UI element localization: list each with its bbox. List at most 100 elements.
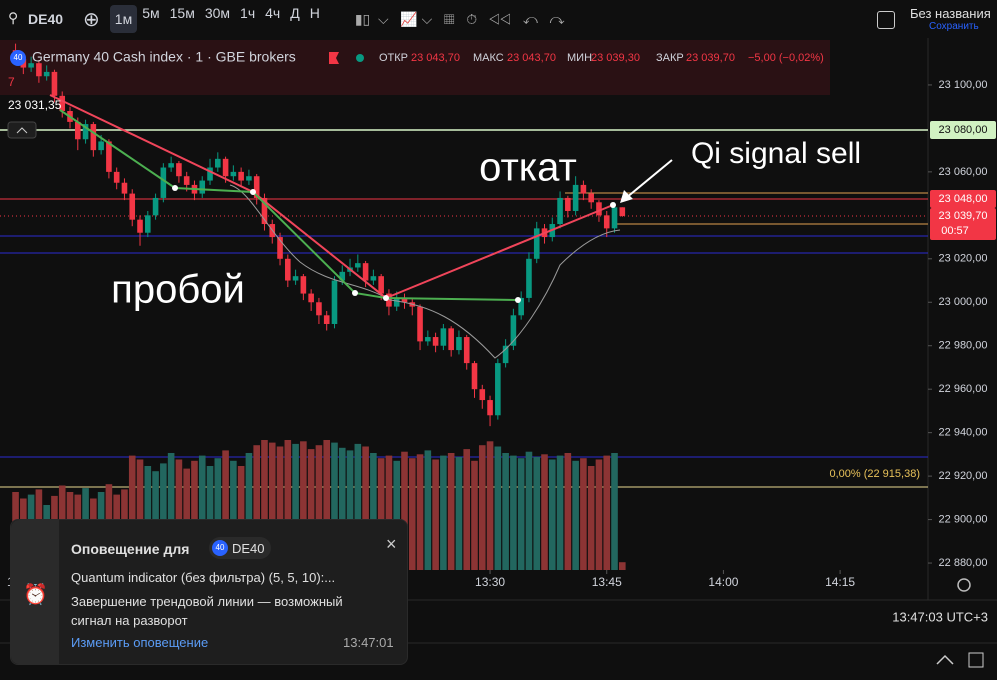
- volume-bar: [618, 562, 626, 570]
- layout-icon[interactable]: [877, 11, 895, 29]
- candle-body: [362, 263, 369, 281]
- timeframes: 1м 5м 15м 30м 1ч 4ч Д Н: [109, 5, 325, 33]
- volume-bar: [214, 458, 222, 570]
- volume-bar: [268, 442, 276, 570]
- candle-body: [557, 197, 563, 225]
- timeframe[interactable]: 1м: [109, 5, 138, 33]
- timeframe[interactable]: 30м: [204, 5, 231, 21]
- clock: 13:47:03 UTC+3: [892, 609, 988, 624]
- volume-bar: [307, 449, 315, 570]
- x-tick-label: 14:15: [825, 575, 855, 589]
- volume-bar: [253, 445, 260, 570]
- candle-body: [440, 328, 447, 346]
- volume-bar: [548, 459, 556, 570]
- close-button[interactable]: ×: [386, 534, 397, 554]
- candle-body: [246, 176, 252, 181]
- timeframe[interactable]: Д: [290, 5, 300, 21]
- volume-bar: [401, 451, 408, 570]
- volume-bar: [300, 441, 307, 570]
- volume-bar: [160, 463, 167, 570]
- market-status: [356, 54, 364, 62]
- search-icon[interactable]: ⚲: [8, 10, 18, 26]
- y-tick-label: 22 920,00: [939, 470, 988, 482]
- ohlc-label: МИН: [567, 52, 592, 64]
- volume-bar: [517, 458, 525, 570]
- candle-body: [603, 215, 610, 229]
- candle-body: [28, 63, 34, 68]
- add-symbol[interactable]: ⊕: [83, 8, 100, 31]
- volume-bar: [471, 460, 478, 570]
- annotation: Qi signal sell: [691, 137, 861, 170]
- candle-body: [456, 337, 462, 351]
- volume-bar: [245, 453, 253, 570]
- timeframe[interactable]: 15м: [169, 5, 195, 21]
- volume-bar: [230, 460, 237, 570]
- volume-bar: [175, 459, 183, 570]
- tool-icons[interactable]: ▮▯ ⌵ 📈 ⌵ ▦ ⏱ ◁◁ ↶ ↷: [354, 10, 565, 27]
- ohlc-label: ЗАКР: [656, 52, 684, 64]
- symbol-badge: [10, 50, 26, 66]
- candle-body: [292, 276, 299, 281]
- candle-body: [144, 215, 151, 233]
- save-button[interactable]: Сохранить: [929, 21, 979, 32]
- ohlc-value: 23 043,70: [507, 52, 556, 64]
- price-tag: [930, 190, 996, 208]
- zone: [0, 40, 830, 95]
- volume-bar: [276, 446, 284, 570]
- symbol: DE40: [232, 541, 265, 556]
- candle-body: [323, 315, 330, 324]
- timeframe[interactable]: 1ч: [240, 5, 256, 21]
- collapse-icon[interactable]: [936, 654, 954, 665]
- timeframe[interactable]: 4ч: [265, 5, 281, 21]
- volume-bar: [128, 455, 136, 570]
- trendline: [59, 109, 519, 301]
- annotation: пробой: [111, 268, 245, 312]
- volume-bar: [478, 445, 486, 570]
- y-tick-label: 22 880,00: [939, 557, 988, 569]
- volume-bar: [611, 453, 618, 570]
- volume-bar: [136, 459, 144, 570]
- price-tag-label: 23 080,00: [939, 124, 988, 136]
- notification: ⏰ Оповещение для 40 DE40 × Quantum indic…: [10, 519, 408, 665]
- moving-average: [229, 184, 621, 359]
- candle-body: [378, 276, 384, 294]
- candle-body: [495, 363, 501, 416]
- candle-body: [619, 207, 626, 216]
- notification-side: [11, 520, 59, 664]
- volume-bar: [564, 453, 572, 570]
- candle-body: [90, 124, 97, 151]
- maximize-icon[interactable]: [968, 652, 984, 668]
- edit-alert[interactable]: Изменить оповещение: [71, 635, 209, 650]
- volume-bar: [587, 466, 595, 570]
- timeframe[interactable]: Н: [309, 5, 320, 21]
- volume-bar: [362, 446, 369, 570]
- collapse-button[interactable]: [7, 121, 37, 139]
- indicator-value: 23 031,35: [8, 98, 62, 112]
- price-tag: [930, 121, 996, 139]
- pivot-points: [172, 185, 616, 303]
- y-tick-label: 22 980,00: [939, 340, 988, 352]
- candle-body: [183, 176, 190, 185]
- candle-body: [121, 182, 128, 194]
- candle-body: [479, 389, 486, 401]
- indicator-count: 7: [8, 75, 15, 89]
- candle-body: [510, 315, 517, 346]
- candle-body: [580, 184, 587, 194]
- candle-body: [518, 297, 524, 316]
- candle-body: [160, 167, 167, 198]
- volume-bar: [533, 456, 541, 570]
- collapse-icon: [16, 127, 28, 134]
- symbol[interactable]: DE40: [28, 11, 64, 27]
- flag-icon[interactable]: [329, 52, 339, 64]
- candle-body: [417, 306, 423, 342]
- y-tick-label: 22 900,00: [939, 513, 988, 525]
- layout-name[interactable]: Без названия: [910, 6, 991, 21]
- volume-bar: [541, 454, 548, 570]
- price-tag-label: 23 039,70: [939, 210, 988, 222]
- volume-bar: [292, 443, 299, 570]
- ohlc-label: МАКС: [473, 52, 504, 64]
- settings-icon[interactable]: [957, 578, 971, 592]
- volume-bar: [261, 440, 268, 570]
- timeframe[interactable]: 5м: [142, 5, 160, 21]
